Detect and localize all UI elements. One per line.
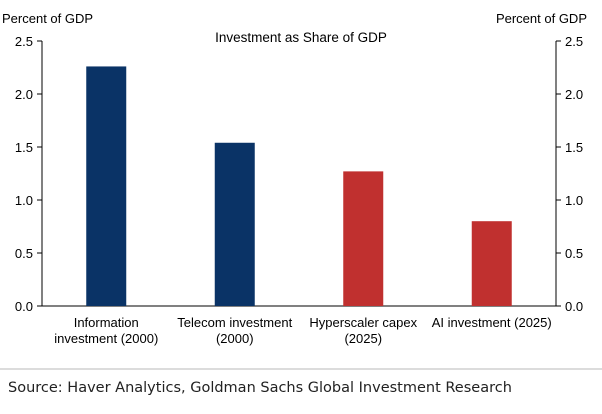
left-tick-label: 2.0: [15, 87, 33, 102]
left-tick-label: 2.5: [15, 34, 33, 49]
left-tick-label: 0.0: [15, 299, 33, 314]
category-label-line: AI investment (2025): [432, 315, 552, 330]
category-label-line: (2000): [216, 331, 254, 346]
left-axis-label: Percent of GDP: [2, 11, 93, 26]
category-label: Hyperscaler capex (2025): [309, 315, 417, 346]
right-axis-label: Percent of GDP: [496, 11, 587, 26]
category-label-line: (2025): [344, 331, 382, 346]
right-tick-label: 0.5: [565, 246, 583, 261]
bar: [214, 142, 255, 306]
source-note: Source: Haver Analytics, Goldman Sachs G…: [8, 380, 512, 396]
category-label-line: Telecom investment: [177, 315, 292, 330]
category-label: AI investment (2025): [432, 315, 552, 330]
right-tick-label: 1.5: [565, 140, 583, 155]
category-label-line: Hyperscaler capex: [309, 315, 417, 330]
bar: [343, 171, 384, 306]
tick-layer: 0.0 0.0 0.5 0.5 1.0 1.0 1.5 1.5 2.0 2.0 2.5 2.5: [15, 34, 583, 314]
bar: [86, 66, 127, 306]
bar: [471, 221, 512, 306]
category-label-line: Information: [74, 315, 139, 330]
chart-title: Investment as Share of GDP: [215, 30, 387, 45]
right-tick-label: 0.0: [565, 299, 583, 314]
left-tick-label: 0.5: [15, 246, 33, 261]
right-tick-label: 2.0: [565, 87, 583, 102]
right-tick-label: 2.5: [565, 34, 583, 49]
category-label: Telecom investment (2000): [177, 315, 292, 346]
left-tick-label: 1.0: [15, 193, 33, 208]
x-labels-layer: Information investment (2000) Telecom inve…: [54, 315, 552, 346]
bars-layer: [86, 66, 512, 306]
right-tick-label: 1.0: [565, 193, 583, 208]
left-tick-label: 1.5: [15, 140, 33, 155]
category-label-line: investment (2000): [54, 331, 158, 346]
category-label: Information investment (2000): [54, 315, 158, 346]
